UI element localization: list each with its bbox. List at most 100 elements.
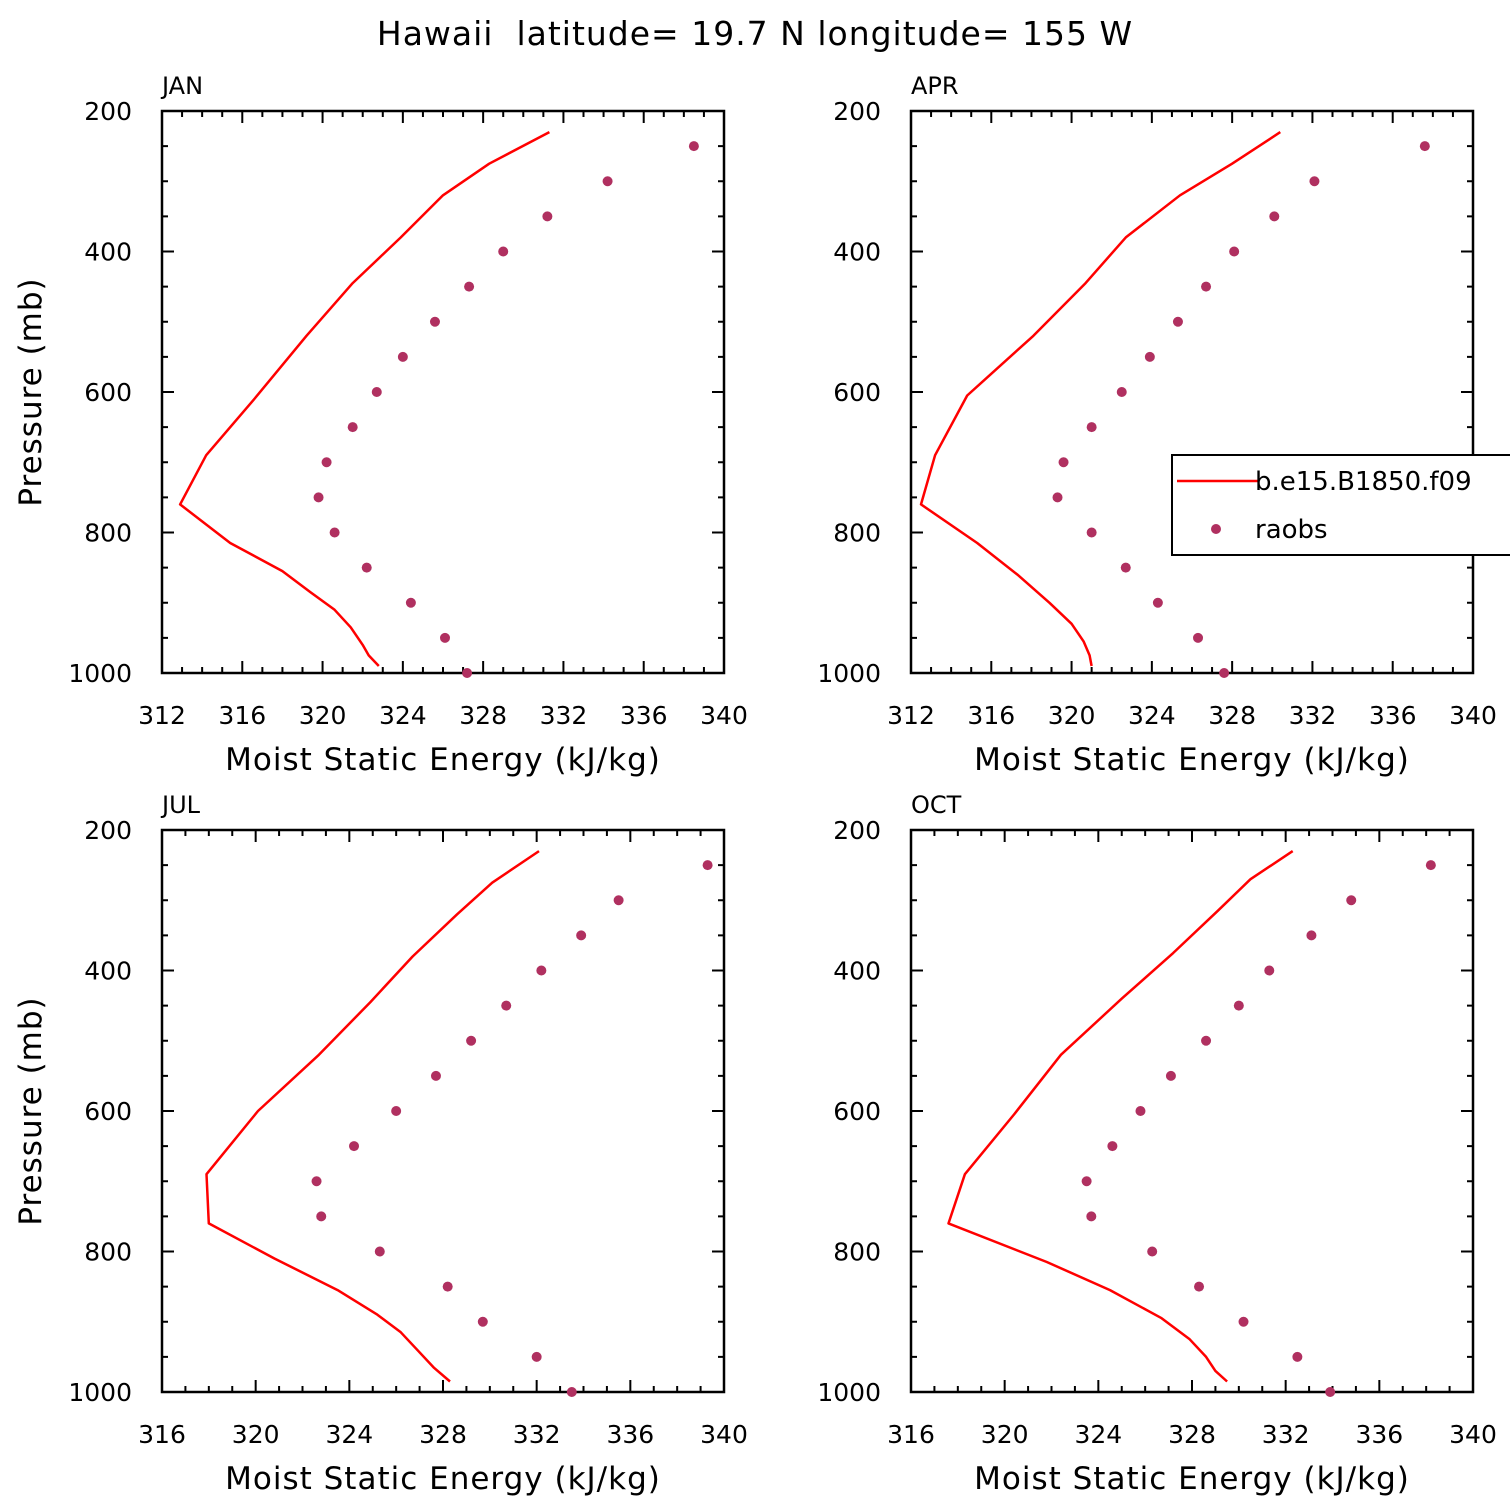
obs-point <box>1219 668 1230 678</box>
obs-point <box>374 1246 385 1257</box>
obs-point <box>347 422 358 433</box>
panel-title: JAN <box>160 72 203 100</box>
y-tick-label: 400 <box>84 957 132 986</box>
obs-point <box>1086 527 1097 538</box>
obs-point <box>397 351 408 362</box>
y-tick-label: 400 <box>833 238 881 267</box>
obs-point <box>1292 1351 1303 1362</box>
legend-model-label: b.e15.B1850.f09 <box>1255 467 1472 497</box>
obs-point <box>531 1351 542 1362</box>
obs-point <box>321 457 332 468</box>
x-tick-label: 340 <box>1449 701 1497 730</box>
obs-point <box>542 211 553 222</box>
obs-point <box>1229 246 1240 257</box>
x-axis-title: Moist Static Energy (kJ/kg) <box>225 1461 661 1497</box>
x-tick-label: 328 <box>419 1420 467 1449</box>
x-axis-title: Moist Static Energy (kJ/kg) <box>974 742 1410 778</box>
obs-point <box>361 562 372 573</box>
obs-point <box>1086 422 1097 433</box>
obs-point <box>1120 562 1131 573</box>
obs-point <box>1346 895 1357 906</box>
obs-point <box>613 895 624 906</box>
y-tick-label: 200 <box>84 97 132 126</box>
y-tick-label: 800 <box>84 519 132 548</box>
obs-point <box>311 1176 322 1187</box>
obs-point <box>1419 141 1430 152</box>
panel-title: JUL <box>160 791 201 819</box>
x-tick-label: 312 <box>138 701 186 730</box>
obs-point <box>1425 860 1436 871</box>
x-tick-label: 316 <box>887 1420 935 1449</box>
y-tick-label: 1000 <box>68 659 132 688</box>
y-tick-label: 600 <box>833 1097 881 1126</box>
y-tick-label: 200 <box>833 816 881 845</box>
x-tick-label: 320 <box>1048 701 1096 730</box>
obs-point <box>1165 1070 1176 1081</box>
obs-point <box>1135 1106 1146 1116</box>
y-axis-title: Pressure (mb) <box>13 277 49 506</box>
obs-point <box>1201 1035 1212 1046</box>
obs-point <box>576 930 587 941</box>
model-line-apr <box>919 131 1281 667</box>
panel-oct: OCT 316 320 324 328 332 336 340 200 400 600 800 1000… <box>817 791 1496 1497</box>
x-tick-label: 340 <box>700 701 748 730</box>
x-tick-label: 320 <box>232 1420 280 1449</box>
obs-point <box>602 176 613 187</box>
x-tick-label: 340 <box>1449 1420 1497 1449</box>
plot-frame <box>909 109 1475 675</box>
y-tick-label: 600 <box>833 378 881 407</box>
legend-obs-label: raobs <box>1255 515 1328 545</box>
obs-point <box>1058 457 1069 468</box>
x-tick-label: 316 <box>138 1420 186 1449</box>
legend-box <box>1171 454 1510 556</box>
obs-point <box>313 492 324 503</box>
panel-apr: APR 312 316 320 324 328 332 336 340 200 400 600 800 1… <box>817 72 1496 778</box>
obs-point <box>1086 1211 1097 1222</box>
obs-point <box>1238 1316 1249 1327</box>
x-tick-label: 316 <box>218 701 266 730</box>
obs-point <box>462 668 473 678</box>
obs-point <box>536 965 547 976</box>
obs-point <box>702 860 713 871</box>
obs-point <box>1309 176 1320 187</box>
obs-point <box>501 1000 512 1011</box>
y-axis-title: Pressure (mb) <box>13 996 49 1225</box>
y-tick-label: 400 <box>84 238 132 267</box>
x-axis-title: Moist Static Energy (kJ/kg) <box>974 1461 1410 1497</box>
obs-point <box>1325 1387 1336 1397</box>
x-axis-title: Moist Static Energy (kJ/kg) <box>225 742 661 778</box>
obs-point <box>440 632 451 643</box>
x-tick-label: 324 <box>379 701 427 730</box>
y-tick-label: 1000 <box>68 1378 132 1407</box>
obs-point <box>1201 281 1212 292</box>
x-tick-label: 312 <box>887 701 935 730</box>
x-tick-label: 332 <box>513 1420 561 1449</box>
x-tick-label: 328 <box>1168 1420 1216 1449</box>
obs-point <box>1052 492 1063 503</box>
legend-marker-swatch <box>1211 524 1221 534</box>
obs-point <box>477 1316 488 1327</box>
obs-point <box>405 597 416 608</box>
x-tick-label: 340 <box>700 1420 748 1449</box>
x-tick-label: 336 <box>1369 701 1417 730</box>
obs-point <box>1193 632 1204 643</box>
x-tick-label: 324 <box>325 1420 373 1449</box>
x-tick-label: 336 <box>606 1420 654 1449</box>
y-tick-label: 600 <box>84 1097 132 1126</box>
obs-point <box>1306 930 1317 941</box>
y-tick-label: 800 <box>833 519 881 548</box>
plot-frame <box>909 828 1475 1394</box>
x-tick-label: 332 <box>1262 1420 1310 1449</box>
x-tick-label: 328 <box>1208 701 1256 730</box>
obs-point <box>1152 597 1163 608</box>
obs-point <box>329 527 340 538</box>
obs-point <box>1116 387 1127 397</box>
obs-point <box>498 246 509 257</box>
obs-point <box>1264 965 1275 976</box>
obs-point <box>566 1387 577 1397</box>
obs-point <box>1107 1141 1118 1152</box>
obs-point <box>1172 316 1183 327</box>
x-tick-label: 320 <box>299 701 347 730</box>
obs-point <box>442 1281 453 1292</box>
obs-point <box>464 281 475 292</box>
